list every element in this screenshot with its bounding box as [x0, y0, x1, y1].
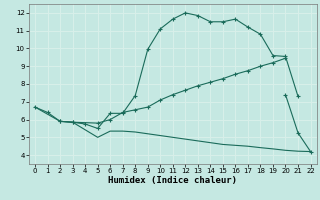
X-axis label: Humidex (Indice chaleur): Humidex (Indice chaleur) [108, 176, 237, 185]
